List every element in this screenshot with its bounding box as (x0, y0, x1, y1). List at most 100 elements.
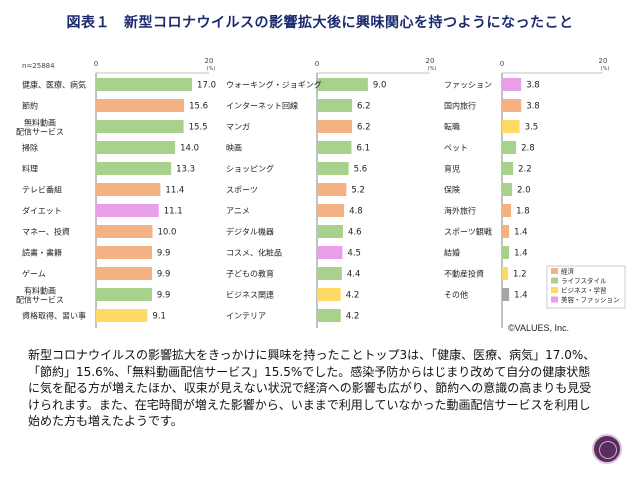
bar (317, 267, 342, 280)
category-label: 不動産投資 (444, 269, 484, 279)
data-label: 9.9 (157, 270, 171, 280)
data-label: 9.0 (373, 81, 387, 91)
category-label: 健康、医療、病気 (22, 80, 86, 90)
bar (502, 141, 517, 154)
data-label: 4.8 (349, 207, 363, 217)
data-label: 15.6 (189, 102, 208, 112)
data-label: 3.8 (526, 81, 540, 91)
axis-max-label: 20 (599, 57, 608, 65)
bar (502, 246, 510, 259)
data-label: 6.1 (356, 144, 370, 154)
data-label: 5.2 (351, 186, 365, 196)
category-label: インテリア (226, 312, 266, 321)
category-label: 結婚 (444, 248, 460, 258)
bar (502, 288, 510, 301)
category-label: 料理 (22, 164, 38, 174)
axis-max-label: 20 (426, 57, 435, 65)
data-label: 13.3 (176, 165, 195, 175)
bar (502, 183, 513, 196)
data-label: 10.0 (158, 228, 177, 238)
title-text: 新型コロナウイルスの影響拡大後に興味関心を持つようになったこと (124, 15, 574, 31)
category-label: ウォーキング・ジョギング (226, 80, 322, 90)
data-label: 5.6 (354, 165, 368, 175)
category-label: 配信サービス (16, 127, 64, 137)
data-label: 1.8 (516, 207, 530, 217)
bar (502, 99, 522, 112)
category-label: ビジネス関連 (226, 290, 274, 300)
data-label: 4.2 (346, 291, 360, 301)
legend-swatch (551, 268, 558, 274)
data-label: 9.9 (157, 291, 171, 301)
data-label: 3.5 (525, 123, 539, 133)
brand-logo (592, 434, 622, 464)
data-label: 17.0 (197, 81, 216, 91)
category-label: コスメ、化粧品 (226, 248, 282, 258)
category-label: ファッション (444, 81, 492, 90)
axis-unit-label: (%) (601, 66, 610, 72)
category-label: ゲーム (22, 269, 46, 279)
legend-swatch (551, 296, 558, 303)
legend-swatch (551, 287, 558, 293)
bar (96, 183, 161, 196)
bar (96, 162, 172, 175)
category-label: デジタル機器 (226, 227, 274, 237)
category-label: テレビ番組 (22, 185, 62, 195)
data-label: 4.4 (347, 270, 361, 280)
legend-label: ライフスタイル (561, 276, 607, 285)
category-label: 節約 (22, 101, 38, 111)
bar (317, 141, 352, 154)
data-label: 15.5 (189, 123, 208, 133)
category-label: 映画 (226, 143, 242, 153)
copyright: ©VALUES, Inc. (508, 323, 569, 333)
category-label: 無料動画 (24, 118, 56, 128)
category-label: スポーツ観戦 (444, 227, 492, 237)
data-label: 6.2 (357, 123, 371, 133)
bar (317, 162, 349, 175)
bar-chart: 0 20(%)17.0健康、医療、病気15.6節約15.5無料動画配信サービス14… (16, 57, 626, 328)
legend-box (546, 265, 626, 309)
data-label: 2.0 (517, 186, 531, 196)
data-label: 14.0 (180, 144, 199, 154)
category-label: ダイエット (22, 206, 62, 216)
data-label: 1.4 (514, 249, 528, 259)
chart-title: 図表１ 新型コロナウイルスの影響拡大後に興味関心を持つようになったこと (0, 12, 640, 32)
legend-swatch (551, 277, 558, 284)
sample-note: n=25884 (22, 62, 55, 70)
legend-label: ビジネス・学習 (561, 286, 607, 295)
bar (96, 309, 148, 322)
axis-unit-label: (%) (428, 66, 437, 72)
data-label: 4.6 (348, 228, 362, 238)
axis-min-label: 0 (94, 60, 98, 68)
category-label: 資格取得、習い事 (22, 311, 86, 321)
data-label: 9.1 (152, 312, 166, 322)
description-text: 新型コロナウイルスの影響拡大をきっかけに興味を持ったことトップ3は、「健康、医療… (28, 348, 596, 428)
data-label: 2.2 (518, 165, 532, 175)
category-label: 保険 (444, 185, 460, 195)
category-label: インターネット回線 (226, 101, 298, 111)
category-label: ペット (444, 144, 468, 153)
category-label: 読書・書籍 (22, 248, 62, 258)
category-label: アニメ (226, 207, 250, 216)
bar (96, 288, 152, 301)
category-label: 子どもの教育 (226, 269, 274, 279)
bar (96, 141, 176, 154)
category-label: 配信サービス (16, 295, 64, 305)
axis-max-label: 20 (205, 57, 214, 65)
data-label: 3.8 (526, 102, 540, 112)
category-label: 育児 (444, 164, 460, 174)
category-label: 掃除 (22, 143, 38, 153)
figure-label: 図表１ (66, 15, 110, 31)
category-label: スポーツ (226, 186, 258, 195)
bar (502, 267, 509, 280)
category-label: 国内旅行 (444, 101, 476, 111)
data-label: 1.4 (514, 228, 528, 238)
data-label: 6.2 (357, 102, 371, 112)
category-label: 海外旅行 (444, 206, 476, 216)
category-label: マネー、投資 (22, 227, 70, 237)
category-label: マンガ (226, 122, 250, 132)
bar (317, 246, 343, 259)
bar (502, 225, 510, 238)
bar (317, 225, 343, 238)
category-label: その他 (444, 290, 468, 300)
bar (96, 246, 152, 259)
